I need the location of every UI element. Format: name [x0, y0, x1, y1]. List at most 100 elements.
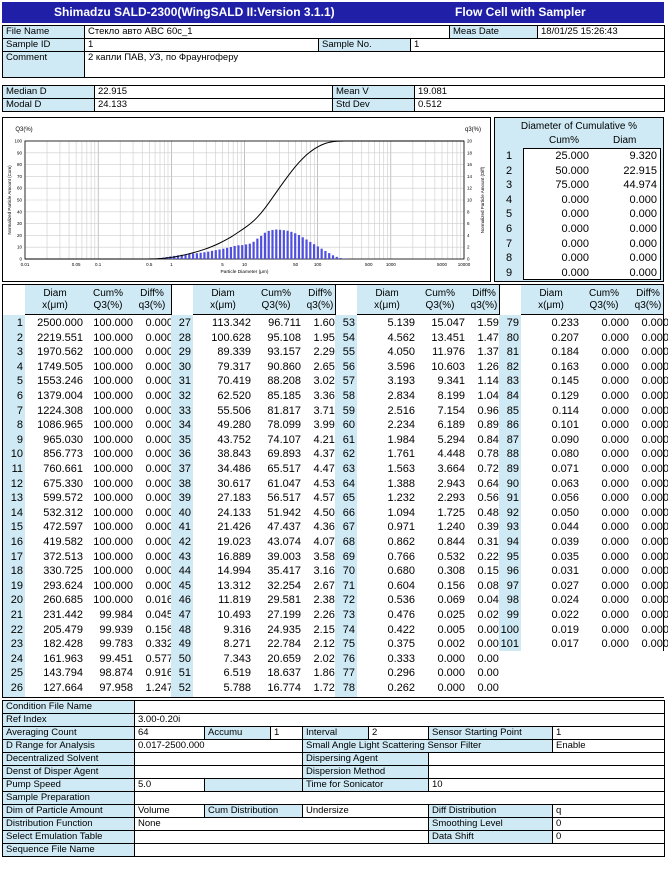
dist-header-diam-unit: x(μm): [42, 300, 68, 311]
y-right-tick-label: 18: [467, 150, 473, 155]
dist-row-diam: 1379.004: [37, 390, 83, 402]
sensor-start-value: 1: [552, 726, 665, 740]
dist-row-index: 4: [16, 360, 23, 373]
table-row: 11 760.661 100.000 0.000: [3, 462, 173, 476]
y-right-axis-label: q3(%): [465, 127, 481, 133]
dist-row-index: 68: [342, 536, 355, 548]
dist-row-diff: 0.000: [641, 506, 668, 519]
dist-row-index: 64: [342, 477, 355, 490]
dist-row-cum: 99.939: [99, 623, 133, 636]
cumulative-values-box: [523, 148, 661, 280]
dist-row-cum: 10.603: [431, 360, 465, 373]
table-row: 30 79.317 90.860 2.652: [171, 360, 341, 374]
distribution-chart: 0.01 0.05 0.1 0.5 1 5 10 50 100 500 1000 5000 100000…: [7, 127, 485, 275]
table-row: 4 1749.505 100.000 0.000: [3, 360, 173, 374]
dist-row-diff: 4.072: [313, 536, 341, 548]
dist-row-diff: 0.000: [641, 579, 668, 592]
dist-row-index: 37: [178, 463, 191, 475]
dist-row-cum: 100.000: [93, 463, 133, 475]
dist-row-diam: 4.562: [387, 331, 415, 344]
dist-row-diff: 0.568: [477, 492, 505, 505]
dist-row-diff: 0.000: [477, 682, 505, 694]
dist-row-diff: 1.595: [477, 317, 505, 329]
cumulative-row-cum: 0.000: [561, 208, 589, 221]
dist-row-cum: 0.000: [437, 667, 465, 680]
dist-header-cum: Cum%: [260, 288, 291, 299]
dist-row-cum: 43.074: [267, 536, 301, 548]
dist-row-cum: 100.000: [93, 536, 133, 548]
dist-row-diff: 0.000: [145, 506, 173, 519]
dist-row-index: 70: [342, 565, 355, 578]
cumulative-row-cum: 0.000: [561, 237, 589, 250]
table-row: 49 8.271 22.784 2.125: [171, 637, 341, 651]
cumulative-row: 8 0.000 0.000: [495, 251, 661, 266]
dist-row-cum: 78.099: [267, 419, 301, 432]
dist-row-diam: 2.516: [387, 404, 415, 417]
dist-header-diff: Diff%: [472, 288, 496, 299]
dist-row-cum: 100.000: [93, 477, 133, 490]
cumulative-row-diam: 0.000: [629, 252, 657, 265]
dist-row-cum: 0.000: [437, 682, 465, 694]
table-row: 59 2.516 7.154 0.965: [335, 404, 505, 418]
cumulative-row-diam: 0.000: [629, 193, 657, 206]
cumulative-row-diam: 9.320: [629, 150, 657, 162]
dist-row-diff: 4.531: [313, 477, 341, 490]
disp-agent-label: Dispersing Agent: [302, 752, 429, 766]
dist-row-cum: 35.417: [267, 565, 301, 578]
dist-row-index: 91: [506, 492, 519, 505]
dist-row-diff: 0.000: [641, 550, 668, 563]
dist-row-cum: 3.664: [437, 463, 465, 475]
dist-row-index: 73: [342, 609, 355, 621]
dist-row-cum: 0.000: [601, 594, 629, 607]
dist-row-diam: 532.312: [43, 506, 83, 519]
x-tick-label: 5: [221, 262, 224, 267]
dist-row-diff: 0.000: [641, 433, 668, 446]
dist-row-cum: 0.000: [601, 375, 629, 388]
dist-row-diff: 1.045: [477, 390, 505, 402]
dist-row-index: 28: [178, 331, 191, 344]
dist-header-diff: Diff%: [636, 288, 660, 299]
table-row: 42 19.023 43.074 4.072: [171, 535, 341, 549]
dist-row-diam: 89.339: [217, 346, 251, 359]
std-label: Std Dev: [332, 98, 415, 112]
dist-row-diam: 182.428: [43, 638, 83, 651]
dist-row-index: 38: [178, 477, 191, 490]
dist-row-diff: 0.000: [641, 638, 668, 651]
dist-row-cum: 100.000: [93, 579, 133, 592]
dist-row-diam: 0.680: [387, 565, 415, 578]
dist-row-diff: 0.000: [641, 331, 668, 344]
dist-row-index: 78: [342, 682, 355, 694]
diff-bar: [305, 239, 308, 259]
emul-label: Select Emulation Table: [2, 830, 135, 844]
dist-row-diff: 0.000: [641, 375, 668, 388]
cumulative-row-diam: 22.915: [623, 164, 657, 177]
diff-bar: [271, 229, 274, 259]
dist-row-diff: 1.476: [477, 331, 505, 344]
dist-header-diam: Diam: [375, 288, 399, 299]
dist-row-index: 33: [178, 404, 191, 417]
dist-row-diff: 0.000: [641, 492, 668, 505]
accumu-value: 1: [270, 726, 303, 740]
x-tick-label: 5000: [437, 262, 448, 267]
diff-bar: [226, 247, 229, 259]
dist-row-cum: 90.860: [267, 360, 301, 373]
diff-bar: [309, 241, 312, 259]
dist-row-diam: 0.039: [551, 536, 579, 548]
modal-label: Modal D: [2, 98, 95, 112]
table-row: 17 372.513 100.000 0.000: [3, 550, 173, 564]
dist-row-diff: 0.000: [641, 448, 668, 461]
table-row: 37 34.486 65.517 4.470: [171, 462, 341, 476]
dist-row-cum: 13.451: [431, 331, 465, 344]
dist-row-index: 86: [506, 419, 519, 432]
dist-row-cum: 100.000: [93, 448, 133, 461]
dist-row-diam: 0.090: [551, 433, 579, 446]
dist-row-diff: 1.728: [313, 682, 341, 694]
y-right-tick-label: 6: [467, 221, 470, 226]
table-row: 73 0.476 0.025 0.020: [335, 608, 505, 622]
dist-row-index: 98: [506, 594, 519, 607]
dist-row-index: 49: [178, 638, 191, 651]
dist-row-cum: 1.725: [437, 506, 465, 519]
dist-row-diam: 0.027: [551, 579, 579, 592]
meas-date-value: 18/01/25 15:26:43: [537, 25, 666, 39]
table-row: 100 0.019 0.000 0.000: [499, 623, 668, 637]
